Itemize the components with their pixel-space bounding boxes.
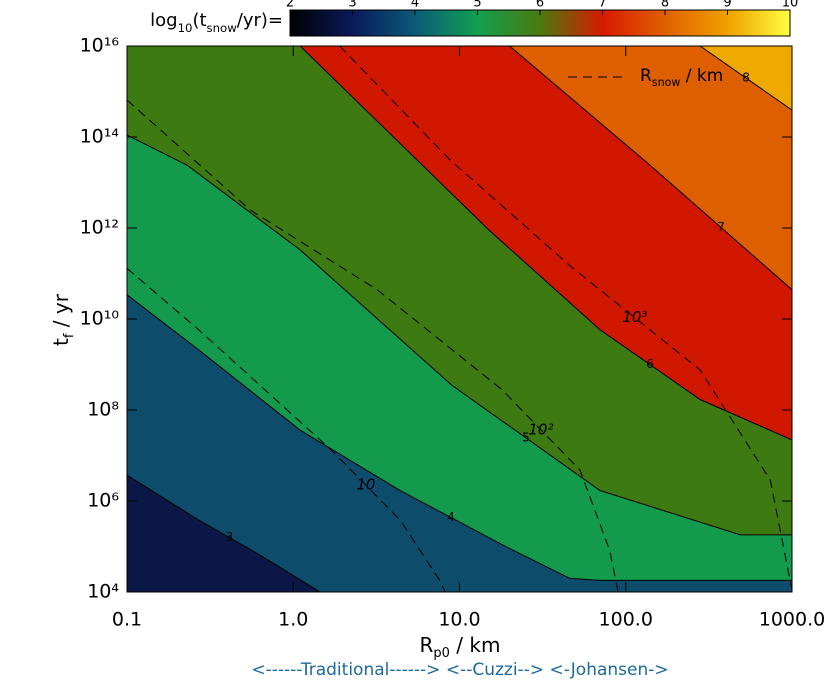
contour-line bbox=[127, 294, 792, 581]
x-tick-label: 100.0 bbox=[599, 609, 653, 631]
x-axis-label-part: R bbox=[420, 633, 434, 657]
rsnow-line bbox=[339, 46, 792, 591]
y-axis-label-part: f bbox=[62, 333, 77, 338]
rsnow-line bbox=[127, 267, 446, 592]
x-tick-label: 0.1 bbox=[112, 609, 142, 631]
x-tick-label: 1.0 bbox=[278, 609, 308, 631]
contour-label: 3 bbox=[225, 530, 233, 544]
y-tick-label: 10¹⁴ bbox=[80, 126, 120, 148]
colorbar-tick-label: 4 bbox=[411, 0, 419, 11]
contour-band bbox=[509, 46, 792, 290]
rsnow-label: 10 bbox=[356, 476, 375, 494]
contour-label: 8 bbox=[742, 71, 750, 85]
rsnow-label: 10² bbox=[528, 420, 553, 438]
contour-line bbox=[127, 134, 792, 536]
colorbar-tick-label: 10 bbox=[782, 0, 799, 11]
contour-line bbox=[299, 46, 792, 441]
y-tick-label: 10¹² bbox=[80, 217, 119, 239]
y-tick-label: 10⁴ bbox=[87, 581, 119, 603]
colorbar-label-part: /yr)= bbox=[237, 10, 283, 31]
contour-line bbox=[509, 46, 792, 291]
x-axis-label: Rp0 / km bbox=[420, 633, 501, 662]
colorbar-tick-label: 6 bbox=[536, 0, 544, 11]
contour-label: 6 bbox=[646, 357, 654, 371]
footnote: <------Traditional------> <--Cuzzi--> <-… bbox=[251, 660, 668, 680]
contour-line bbox=[699, 46, 792, 111]
colorbar-tick-label: 7 bbox=[598, 0, 606, 11]
colorbar-label-part: (t bbox=[192, 10, 206, 31]
y-tick-label: 10⁸ bbox=[87, 399, 119, 421]
colorbar-tick-label: 3 bbox=[348, 0, 356, 11]
contour-label: 5 bbox=[522, 430, 530, 444]
legend-text-part: / km bbox=[680, 66, 723, 86]
contour-label: 4 bbox=[447, 510, 455, 524]
x-tick-label: 1000.0 bbox=[759, 609, 825, 631]
contour-line bbox=[127, 474, 321, 592]
colorbar-label-part: log bbox=[150, 10, 177, 31]
colorbar-label-part: snow bbox=[207, 21, 238, 35]
legend-text-part: R bbox=[640, 66, 652, 86]
x-tick-label: 10.0 bbox=[438, 609, 480, 631]
y-axis-label-part: / yr bbox=[49, 293, 73, 333]
legend-text-part: snow bbox=[652, 76, 681, 89]
x-axis-label-part: / km bbox=[450, 633, 501, 657]
y-tick-label: 10¹⁶ bbox=[80, 35, 119, 57]
plot-area: 3 4 5 6 7 8 10 10² 10³ bbox=[127, 46, 792, 592]
contour-label: 7 bbox=[717, 220, 725, 234]
legend-text: Rsnow / km bbox=[640, 66, 723, 89]
y-tick-label: 10¹⁰ bbox=[80, 308, 119, 330]
x-axis-label-part: p0 bbox=[433, 646, 450, 661]
colorbar-label: log10(tsnow/yr)= bbox=[150, 10, 283, 35]
y-axis-label: tf / yr bbox=[49, 293, 78, 346]
colorbar-tick-label: 9 bbox=[723, 0, 731, 11]
y-tick-label: 10⁶ bbox=[87, 490, 119, 512]
y-axis-label-part: t bbox=[49, 338, 73, 346]
rsnow-label: 10³ bbox=[622, 308, 647, 326]
colorbar-tick-label: 5 bbox=[473, 0, 481, 11]
colorbar-tick-label: 2 bbox=[286, 0, 294, 11]
colorbar-label-part: 10 bbox=[178, 21, 193, 35]
colorbar-tick-label: 8 bbox=[661, 0, 669, 11]
